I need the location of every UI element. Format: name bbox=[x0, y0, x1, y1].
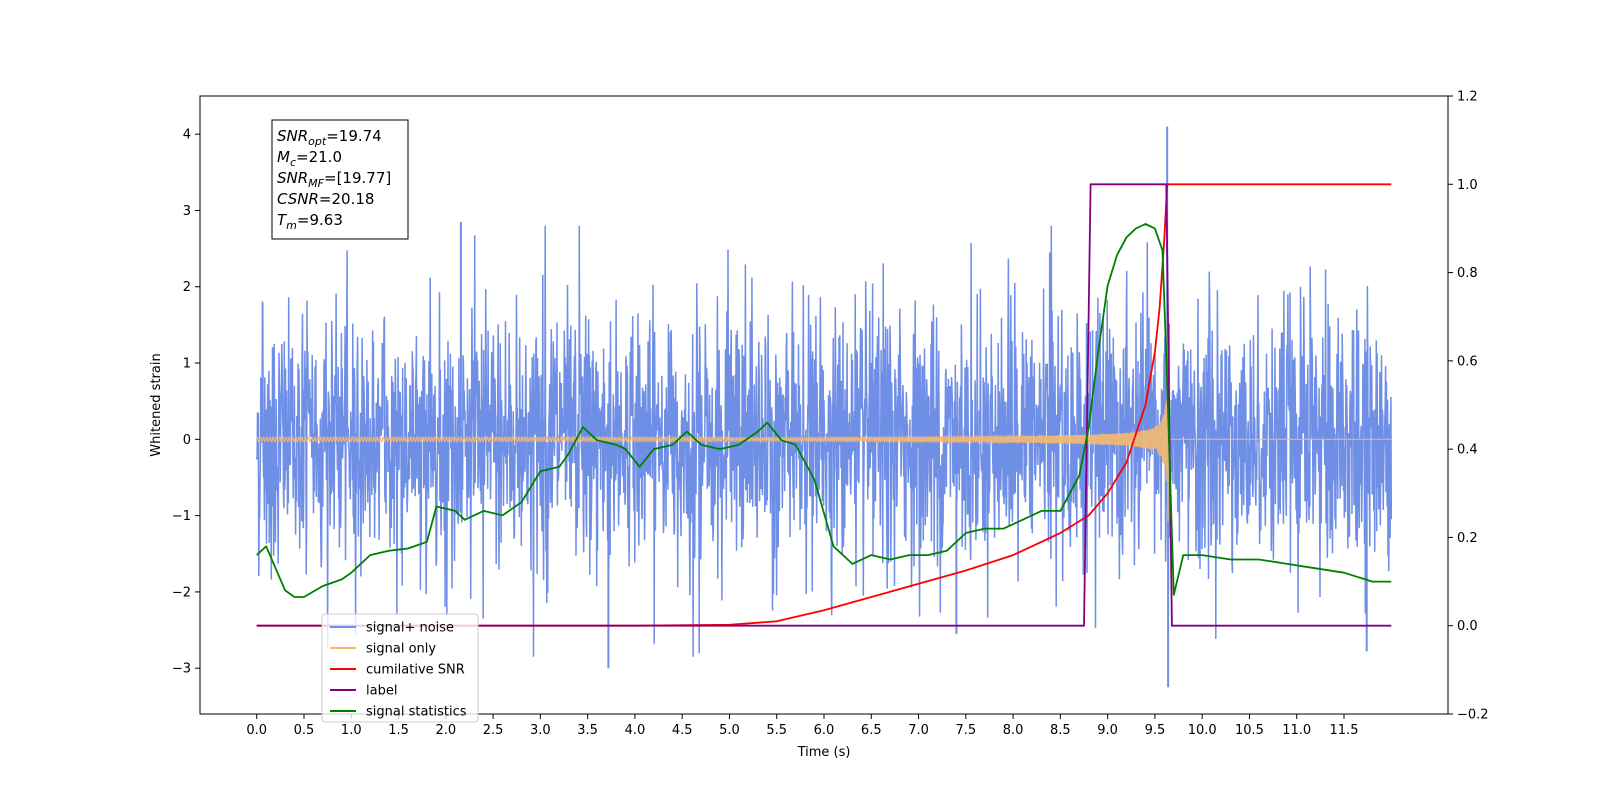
x-tick-label: 6.0 bbox=[814, 723, 835, 738]
y-left-tick-label: 1 bbox=[183, 357, 191, 372]
x-tick-label: 7.5 bbox=[955, 723, 976, 738]
y-left-tick-label: −2 bbox=[172, 585, 191, 600]
legend-entry-label: signal only bbox=[366, 642, 436, 657]
x-axis-label: Time (s) bbox=[797, 745, 851, 760]
x-tick-label: 11.0 bbox=[1282, 723, 1311, 738]
y-left-tick-label: 3 bbox=[183, 204, 191, 219]
x-tick-label: 11.5 bbox=[1330, 723, 1359, 738]
legend-entry-label: signal statistics bbox=[366, 705, 467, 720]
y-left-tick-label: 0 bbox=[183, 433, 191, 448]
series-layer bbox=[255, 126, 1393, 688]
x-tick-label: 9.5 bbox=[1145, 723, 1166, 738]
legend: signal+ noise signal only cumilative SNR la… bbox=[321, 613, 479, 723]
legend-frame bbox=[321, 613, 479, 723]
x-tick-label: 1.5 bbox=[388, 723, 409, 738]
legend-entry-label: signal+ noise bbox=[366, 621, 454, 636]
annotation-lines: SNRopt=19.74Mc=21.0SNRMF=[19.77]CSNR=20.… bbox=[277, 127, 391, 232]
y-axis-left-label: Whitened strain bbox=[149, 353, 164, 456]
y-left-tick-label: 4 bbox=[183, 128, 191, 143]
x-tick-label: 0.5 bbox=[294, 723, 315, 738]
annotation-box: SNRopt=19.74Mc=21.0SNRMF=[19.77]CSNR=20.… bbox=[271, 119, 409, 240]
x-tick-label: 4.5 bbox=[672, 723, 693, 738]
x-tick-label: 10.5 bbox=[1235, 723, 1264, 738]
plot-area bbox=[255, 126, 1393, 688]
x-tick-label: 8.0 bbox=[1003, 723, 1024, 738]
series-label-line bbox=[256, 183, 1392, 627]
x-tick-label: 10.0 bbox=[1188, 723, 1217, 738]
annotation-line: SNRMF=[19.77] bbox=[277, 169, 391, 190]
x-tick-label: 9.0 bbox=[1097, 723, 1118, 738]
annotation-line: Mc=21.0 bbox=[277, 148, 342, 169]
y-right-tick-label: 0.8 bbox=[1457, 266, 1478, 281]
x-tick-label: 0.0 bbox=[246, 723, 267, 738]
x-tick-label: 4.0 bbox=[625, 723, 646, 738]
series-signal-noise-line bbox=[255, 225, 1393, 657]
series-signal-statistics-line bbox=[256, 223, 1392, 598]
legend-entry-label: label bbox=[366, 684, 397, 699]
series-cumulative-snr-line bbox=[256, 183, 1392, 627]
annotation-line: SNRopt=19.74 bbox=[277, 127, 382, 148]
x-tick-label: 7.0 bbox=[908, 723, 929, 738]
x-tick-label: 5.0 bbox=[719, 723, 740, 738]
y-right-tick-label: 1.0 bbox=[1457, 178, 1478, 193]
y-right-tick-label: −0.2 bbox=[1457, 708, 1489, 723]
y-axis-left: −3 −2 −1 0 1 2 3 4 bbox=[172, 128, 200, 677]
legend-entry-label: cumilative SNR bbox=[366, 663, 465, 678]
y-right-tick-label: 0.6 bbox=[1457, 354, 1478, 369]
y-left-tick-label: −3 bbox=[172, 662, 191, 677]
y-left-tick-label: −1 bbox=[172, 509, 191, 524]
y-right-tick-label: 0.0 bbox=[1457, 619, 1478, 634]
y-axis-right: −0.2 0.0 0.2 0.4 0.6 0.8 1.0 1.2 bbox=[1448, 90, 1489, 723]
x-axis: 0.0 0.5 1.0 1.5 2.0 2.5 3.0 3.5 4.0 4.5 5.0 5.5 6.0 6… bbox=[246, 714, 1358, 738]
x-tick-label: 3.5 bbox=[577, 723, 598, 738]
legend-entries: signal+ noise signal only cumilative SNR la… bbox=[330, 621, 467, 720]
x-tick-label: 3.0 bbox=[530, 723, 551, 738]
x-tick-label: 5.5 bbox=[766, 723, 787, 738]
x-tick-label: 2.0 bbox=[435, 723, 456, 738]
x-tick-label: 1.0 bbox=[341, 723, 362, 738]
annotation-line: CSNR=20.18 bbox=[277, 190, 374, 208]
series-signal-only-line bbox=[256, 314, 1392, 522]
x-tick-label: 6.5 bbox=[861, 723, 882, 738]
x-tick-label: 2.5 bbox=[483, 723, 504, 738]
annotation-frame bbox=[271, 119, 409, 240]
y-right-tick-label: 1.2 bbox=[1457, 90, 1478, 105]
y-left-tick-label: 2 bbox=[183, 280, 191, 295]
y-right-tick-label: 0.2 bbox=[1457, 531, 1478, 546]
annotation-line: Tm=9.63 bbox=[277, 211, 343, 232]
y-right-tick-label: 0.4 bbox=[1457, 443, 1478, 458]
x-tick-label: 8.5 bbox=[1050, 723, 1071, 738]
